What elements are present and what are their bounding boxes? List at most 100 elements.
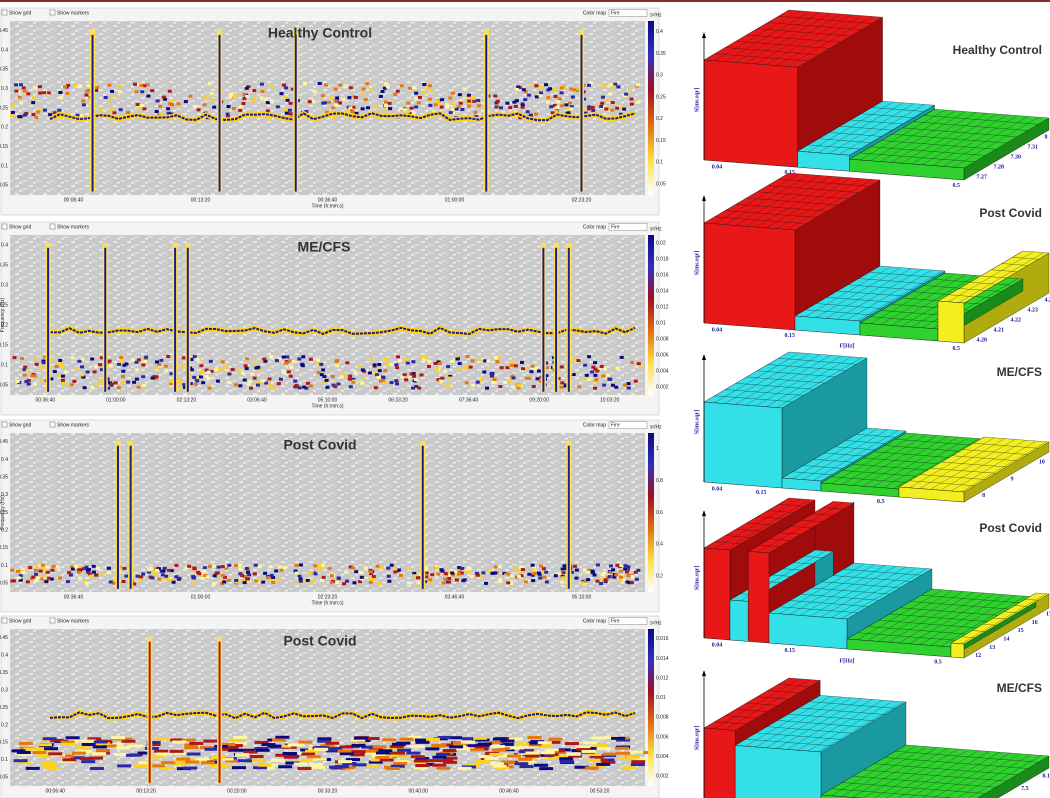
spectro-cell <box>443 749 457 752</box>
spectro-cell <box>445 103 449 106</box>
y-axis-label: S[ms.sqr] <box>694 410 700 435</box>
depth-tick-label: 4.24 <box>1045 297 1050 303</box>
spectro-cell <box>46 767 60 770</box>
spectro-cell <box>245 367 249 370</box>
spectro-cell <box>28 566 32 569</box>
spectro-cell <box>366 765 380 768</box>
spectro-cell <box>554 574 558 577</box>
spectro-cell <box>519 765 533 768</box>
colorbar-unit: s²/Hz <box>650 226 662 232</box>
spectro-cell <box>256 749 270 752</box>
spectro-cell <box>73 83 77 86</box>
spectro-cell <box>635 578 639 581</box>
spectro-cell <box>442 581 446 584</box>
spectro-cell <box>505 366 509 369</box>
spectro-cell <box>313 90 317 93</box>
spectro-cell <box>625 571 629 574</box>
spectro-cell <box>612 85 616 88</box>
spectro-cell <box>21 571 25 574</box>
color-map-label: Color map <box>583 618 606 624</box>
spectro-cell <box>82 740 96 743</box>
spectro-cell <box>626 756 640 759</box>
spectro-cell <box>545 580 549 583</box>
spectro-cell <box>194 383 198 386</box>
spectro-cell <box>213 574 217 577</box>
y-tick-label: 0.45 <box>0 635 8 641</box>
y-tick-label: 0.35 <box>0 67 8 73</box>
spectro-cell <box>542 576 546 579</box>
spectro-cell <box>136 575 140 578</box>
spectro-cell <box>320 579 324 582</box>
spectro-cell <box>406 102 410 105</box>
colorbar-tick-label: 0.002 <box>656 774 669 780</box>
y-axis-arrow <box>702 510 706 516</box>
spectro-cell <box>337 576 341 579</box>
spectro-streak-core <box>149 642 151 783</box>
spectro-cell <box>377 376 381 379</box>
spectro-cell <box>407 567 411 570</box>
spectro-cell <box>310 571 314 574</box>
spectro-cell <box>443 578 447 581</box>
spectro-cell <box>42 761 56 764</box>
spectro-cell <box>562 571 566 574</box>
show-grid-label: Show grid <box>9 618 31 624</box>
spectro-cell <box>62 743 76 746</box>
spectro-cell <box>368 372 372 375</box>
depth-tick-label: 10 <box>1039 460 1045 466</box>
y-tick-label: 0.2 <box>1 125 8 131</box>
spectro-cell <box>135 378 139 381</box>
spectro-cell <box>166 107 170 110</box>
spectro-cell <box>23 748 37 751</box>
panel-title: Post Covid <box>283 633 356 649</box>
spectro-cell <box>431 745 445 748</box>
spectro-cell <box>71 568 75 571</box>
spectro-cell <box>75 367 79 370</box>
spectro-cell <box>297 357 301 360</box>
spectro-cell <box>151 377 155 380</box>
spectro-cell <box>321 94 325 97</box>
spectro-cell <box>39 379 43 382</box>
spectro-cell <box>195 758 209 761</box>
spectro-cell <box>298 575 302 578</box>
spectro-cell <box>159 359 163 362</box>
spectro-cell <box>221 574 225 577</box>
spectro-cell <box>583 741 597 744</box>
spectro-cell <box>412 375 416 378</box>
spectro-cell <box>427 365 431 368</box>
spectro-cell <box>440 377 444 380</box>
spectro-cell <box>232 766 246 769</box>
spectro-cell <box>498 565 502 568</box>
depth-tick-label: 9 <box>1011 476 1014 482</box>
spectro-cell <box>353 763 367 766</box>
spectro-cell <box>541 751 555 754</box>
spectro-cell <box>140 90 144 93</box>
spectro-cell <box>403 108 407 111</box>
colorbar-tick-label: 0.2 <box>656 116 663 122</box>
spectro-cell <box>506 581 510 584</box>
spectro-cell <box>390 363 394 366</box>
color-map-value: Fire <box>611 10 620 16</box>
spectro-cell <box>135 90 139 93</box>
spectro-cell <box>187 753 201 756</box>
spectro-cell <box>302 386 306 389</box>
spectro-cell <box>264 98 268 101</box>
depth-tick-label: 7.27 <box>977 174 988 180</box>
spectro-cell <box>94 740 108 743</box>
spectro-cell <box>622 108 626 111</box>
spectro-cell <box>318 568 322 571</box>
spectro-cell <box>413 86 417 89</box>
spectro-cell <box>611 101 615 104</box>
spectro-cell <box>157 752 171 755</box>
spectro-cell <box>560 104 564 107</box>
spectro-cell <box>216 380 220 383</box>
spectro-cell <box>455 108 459 111</box>
spectro-cell <box>227 579 231 582</box>
spectro-streak-core <box>568 446 570 589</box>
spectro-cell <box>388 107 392 110</box>
spectro-cell <box>320 373 324 376</box>
depth-tick-label: 12 <box>975 653 981 659</box>
spectro-cell <box>585 767 599 770</box>
spectro-cell <box>170 103 174 106</box>
spectro-cell <box>19 101 23 104</box>
spectro-cell <box>31 576 35 579</box>
